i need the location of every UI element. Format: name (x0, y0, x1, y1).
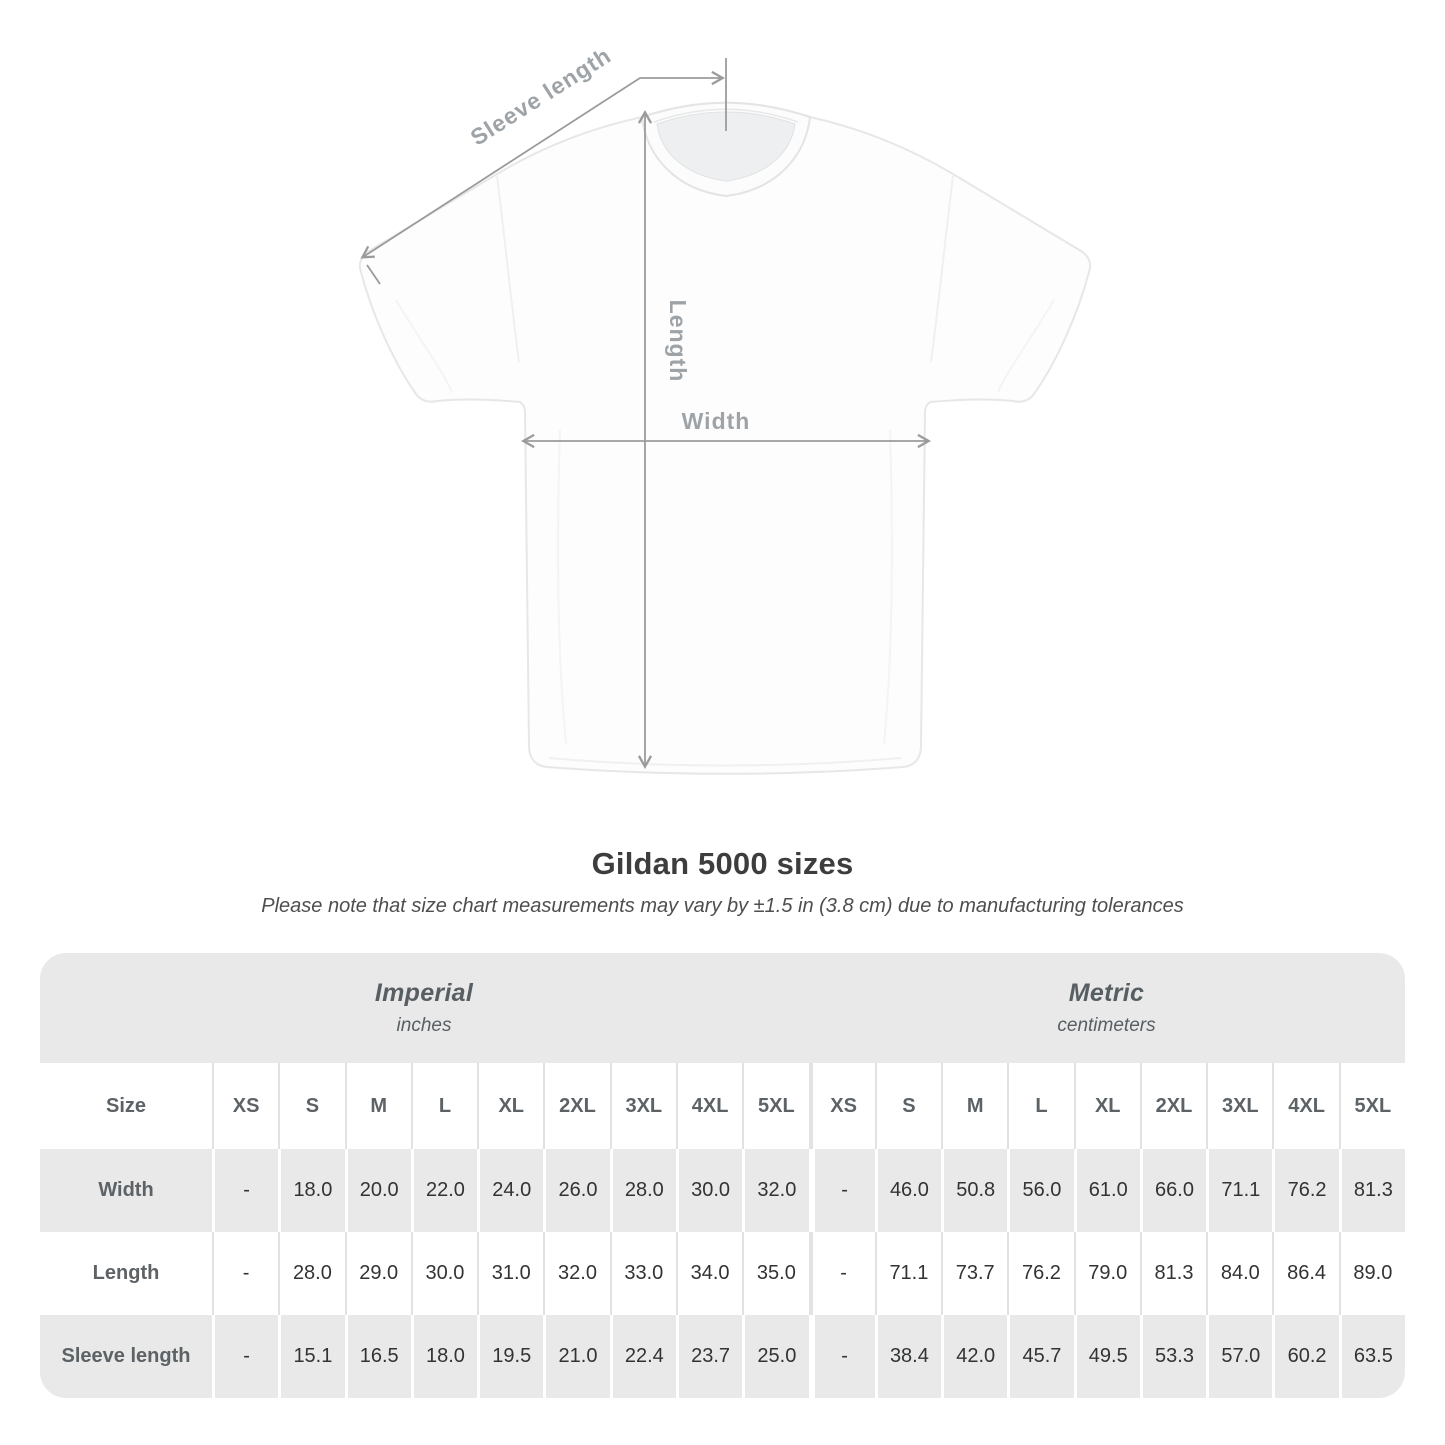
value-cell: 18.0 (278, 1149, 344, 1232)
unit-group-metric: Metric centimeters (808, 953, 1405, 1063)
size-col-header: 3XL (609, 1063, 676, 1149)
value-cell: 31.0 (477, 1232, 543, 1315)
value-cell: 25.0 (742, 1315, 808, 1398)
value-cell: 26.0 (543, 1149, 609, 1232)
value-cell: 46.0 (874, 1149, 941, 1232)
value-cell: 22.0 (410, 1149, 477, 1232)
value-cell: - (212, 1232, 278, 1315)
value-cell: 30.0 (675, 1149, 742, 1232)
value-cell: 28.0 (609, 1149, 676, 1232)
size-header-row: Size XS S M L XL 2XL 3XL 4XL 5XL XS S M L XL 2XL 3XL 4XL… (40, 1063, 1405, 1149)
unit-header-band: Imperial inches Metric centimeters (40, 953, 1405, 1063)
value-cell: 71.1 (1206, 1149, 1272, 1232)
table-row-width: Width -18.0 20.0 22.0 24.0 26.0 28.0 30.0 32.0-4… (40, 1149, 1405, 1232)
size-column-header: Size (105, 1094, 147, 1117)
size-col-header: M (344, 1063, 411, 1149)
value-cell: 38.4 (874, 1315, 941, 1398)
metric-title: Metric (1068, 979, 1145, 1007)
unit-group-imperial: Imperial inches (40, 953, 808, 1063)
value-cell: 76.2 (1007, 1232, 1073, 1315)
value-cell: 53.3 (1139, 1315, 1206, 1398)
row-label: Length (92, 1262, 160, 1284)
value-cell: - (808, 1315, 875, 1398)
value-cell: 56.0 (1007, 1149, 1073, 1232)
sleeve-length-arrow (360, 70, 726, 259)
value-cell: 32.0 (543, 1232, 609, 1315)
value-cell: 66.0 (1139, 1149, 1206, 1232)
tshirt-measurement-diagram: Sleeve length Length Width (358, 42, 1092, 775)
value-cell: 79.0 (1073, 1232, 1140, 1315)
size-col-header: 2XL (1139, 1063, 1206, 1149)
value-cell: 81.3 (1338, 1149, 1405, 1232)
value-cell: 49.5 (1073, 1315, 1140, 1398)
value-cell: 89.0 (1338, 1232, 1405, 1315)
value-cell: 29.0 (344, 1232, 411, 1315)
size-col-header: 5XL (742, 1063, 808, 1149)
size-col-header: XL (1073, 1063, 1140, 1149)
value-cell: 32.0 (742, 1149, 808, 1232)
value-cell: 63.5 (1338, 1315, 1405, 1398)
value-cell: - (212, 1315, 278, 1398)
value-cell: 35.0 (742, 1232, 808, 1315)
value-cell: 21.0 (543, 1315, 609, 1398)
size-table: Imperial inches Metric centimeters Size … (40, 953, 1405, 1398)
tshirt-body (358, 101, 1092, 775)
size-col-header: S (278, 1063, 344, 1149)
size-col-header: 4XL (675, 1063, 742, 1149)
row-label: Sleeve length (61, 1345, 191, 1367)
value-cell: 24.0 (477, 1149, 543, 1232)
value-cell: 45.7 (1007, 1315, 1073, 1398)
value-cell: 22.4 (609, 1315, 676, 1398)
table-row-length: Length -28.0 29.0 30.0 31.0 32.0 33.0 34.0 35.0-… (40, 1232, 1405, 1315)
value-cell: 76.2 (1272, 1149, 1338, 1232)
value-cell: - (808, 1149, 875, 1232)
value-cell: 57.0 (1206, 1315, 1272, 1398)
size-col-header: 5XL (1338, 1063, 1405, 1149)
value-cell: 81.3 (1139, 1232, 1206, 1315)
value-cell: 42.0 (941, 1315, 1007, 1398)
value-cell: 71.1 (874, 1232, 941, 1315)
table-row-sleeve-length: Sleeve length -15.1 16.5 18.0 19.5 21.0 22.4 23… (40, 1315, 1405, 1398)
value-cell: - (808, 1232, 875, 1315)
value-cell: 30.0 (410, 1232, 477, 1315)
value-cell: 73.7 (941, 1232, 1007, 1315)
row-label: Width (98, 1179, 154, 1201)
size-col-header: XS (808, 1063, 875, 1149)
value-cell: 50.8 (941, 1149, 1007, 1232)
value-cell: 15.1 (278, 1315, 344, 1398)
width-label: Width (682, 408, 751, 434)
tshirt-shading (395, 175, 1055, 767)
heading-block: Gildan 5000 sizes Please note that size … (0, 846, 1445, 918)
value-cell: 23.7 (675, 1315, 742, 1398)
value-cell: 20.0 (344, 1149, 411, 1232)
size-col-header: 4XL (1272, 1063, 1338, 1149)
metric-unit: centimeters (1057, 1015, 1156, 1036)
size-col-header: XL (477, 1063, 543, 1149)
imperial-title: Imperial (374, 979, 474, 1007)
sleeve-length-extension (366, 264, 381, 285)
size-col-header: S (874, 1063, 941, 1149)
tolerance-note: Please note that size chart measurements… (261, 895, 1184, 917)
value-cell: 33.0 (609, 1232, 676, 1315)
value-cell: 18.0 (410, 1315, 477, 1398)
size-col-header: L (410, 1063, 477, 1149)
size-col-header: M (941, 1063, 1007, 1149)
value-cell: 84.0 (1206, 1232, 1272, 1315)
length-label: Length (665, 300, 691, 383)
value-cell: 16.5 (344, 1315, 411, 1398)
page-title: Gildan 5000 sizes (591, 846, 854, 881)
size-col-header: XS (212, 1063, 278, 1149)
size-col-header: 2XL (543, 1063, 609, 1149)
imperial-unit: inches (396, 1015, 452, 1036)
value-cell: 86.4 (1272, 1232, 1338, 1315)
value-cell: 34.0 (675, 1232, 742, 1315)
size-col-header: L (1007, 1063, 1073, 1149)
value-cell: - (212, 1149, 278, 1232)
value-cell: 28.0 (278, 1232, 344, 1315)
value-cell: 61.0 (1073, 1149, 1140, 1232)
size-col-header: 3XL (1206, 1063, 1272, 1149)
value-cell: 60.2 (1272, 1315, 1338, 1398)
value-cell: 19.5 (477, 1315, 543, 1398)
